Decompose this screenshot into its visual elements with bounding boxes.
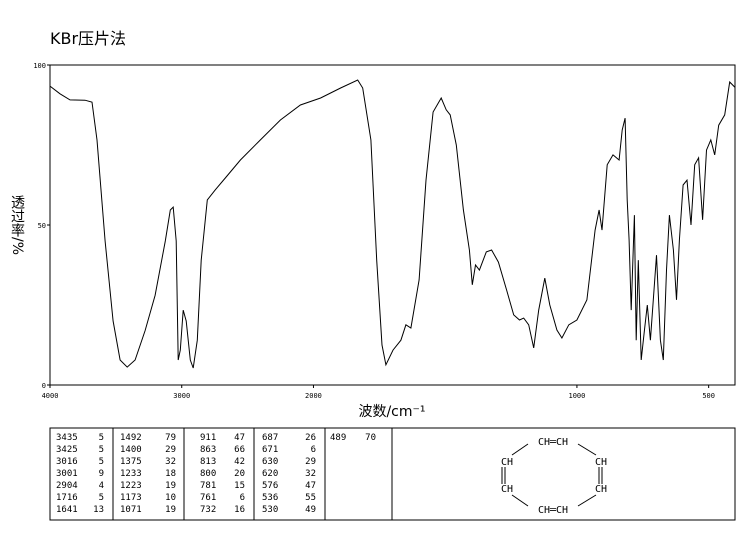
bond bbox=[577, 443, 597, 456]
peak-intensity: 20 bbox=[234, 469, 245, 479]
structure-label: CH bbox=[501, 457, 513, 468]
plot-frame bbox=[49, 64, 736, 386]
peak-wavenumber: 3016 bbox=[56, 457, 78, 467]
peak-wavenumber: 620 bbox=[262, 469, 278, 479]
peak-wavenumber: 800 bbox=[200, 469, 216, 479]
peak-wavenumber: 1492 bbox=[120, 433, 142, 443]
peak-intensity: 6 bbox=[240, 493, 245, 503]
peak-intensity: 10 bbox=[165, 493, 176, 503]
chart-title: KBr压片法 bbox=[50, 29, 126, 48]
peak-intensity: 19 bbox=[165, 505, 176, 515]
peak-intensity: 15 bbox=[234, 481, 245, 491]
structure-label: CH bbox=[595, 457, 607, 468]
table-dividers bbox=[112, 428, 393, 520]
peak-intensity: 5 bbox=[99, 493, 104, 503]
structure-label: CH═CH bbox=[538, 505, 568, 516]
peak-intensity: 47 bbox=[305, 481, 316, 491]
x-tick-label: 2000 bbox=[305, 392, 322, 400]
peak-wavenumber: 1641 bbox=[56, 505, 78, 515]
y-tick-label: 0 bbox=[42, 382, 46, 390]
peak-intensity: 5 bbox=[99, 445, 104, 455]
peak-wavenumber: 1233 bbox=[120, 469, 142, 479]
peak-intensity: 55 bbox=[305, 493, 316, 503]
peak-wavenumber: 761 bbox=[200, 493, 216, 503]
peak-intensity: 26 bbox=[305, 433, 316, 443]
peak-intensity: 29 bbox=[165, 445, 176, 455]
peak-wavenumber: 536 bbox=[262, 493, 278, 503]
x-axis-label: 波数/cm⁻¹ bbox=[358, 404, 425, 420]
peak-wavenumber: 687 bbox=[262, 433, 278, 443]
y-tick-label: 100 bbox=[33, 62, 46, 70]
peak-wavenumber: 530 bbox=[262, 505, 278, 515]
peak-intensity: 79 bbox=[165, 433, 176, 443]
peak-wavenumber: 863 bbox=[200, 445, 216, 455]
structure-bonds bbox=[501, 443, 603, 507]
peak-intensity: 32 bbox=[305, 469, 316, 479]
peak-wavenumber: 1223 bbox=[120, 481, 142, 491]
structure-label: CH bbox=[595, 484, 607, 495]
peak-wavenumber: 1716 bbox=[56, 493, 78, 503]
peak-intensity: 70 bbox=[365, 433, 376, 443]
peak-wavenumber: 2904 bbox=[56, 481, 78, 491]
peak-intensity: 42 bbox=[234, 457, 245, 467]
peak-wavenumber: 630 bbox=[262, 457, 278, 467]
x-tick-label: 3000 bbox=[173, 392, 190, 400]
bond bbox=[511, 443, 529, 456]
structure-label: CH═CH bbox=[538, 437, 568, 448]
peak-intensity: 18 bbox=[165, 469, 176, 479]
y-axis-label: 透过率/% bbox=[9, 195, 25, 255]
peak-intensity: 29 bbox=[305, 457, 316, 467]
x-tick-label: 4000 bbox=[42, 392, 59, 400]
peak-wavenumber: 3001 bbox=[56, 469, 78, 479]
peak-wavenumber: 3435 bbox=[56, 433, 78, 443]
peak-wavenumber: 781 bbox=[200, 481, 216, 491]
spectrum-line bbox=[49, 79, 736, 369]
peak-intensity: 13 bbox=[93, 505, 104, 515]
peak-intensity: 47 bbox=[234, 433, 245, 443]
peak-wavenumber: 489 bbox=[330, 433, 346, 443]
peak-wavenumber: 1071 bbox=[120, 505, 142, 515]
peak-intensity: 32 bbox=[165, 457, 176, 467]
peak-intensity: 5 bbox=[99, 457, 104, 467]
x-tick-label: 1000 bbox=[568, 392, 585, 400]
peak-wavenumber: 3425 bbox=[56, 445, 78, 455]
peak-wavenumber: 1173 bbox=[120, 493, 142, 503]
bond bbox=[511, 494, 529, 507]
peak-wavenumber: 1400 bbox=[120, 445, 142, 455]
peak-intensity: 4 bbox=[99, 481, 104, 491]
structure-label: CH bbox=[501, 484, 513, 495]
peak-intensity: 6 bbox=[311, 445, 316, 455]
peak-intensity: 66 bbox=[234, 445, 245, 455]
peak-intensity: 5 bbox=[99, 433, 104, 443]
y-tick-label: 50 bbox=[38, 222, 46, 230]
peak-wavenumber: 576 bbox=[262, 481, 278, 491]
x-tick-label: 500 bbox=[702, 392, 715, 400]
peak-wavenumber: 671 bbox=[262, 445, 278, 455]
peak-wavenumber: 1375 bbox=[120, 457, 142, 467]
bond bbox=[577, 494, 597, 507]
peak-wavenumber: 911 bbox=[200, 433, 216, 443]
peak-wavenumber: 732 bbox=[200, 505, 216, 515]
peak-intensity: 9 bbox=[99, 469, 104, 479]
peak-intensity: 49 bbox=[305, 505, 316, 515]
peak-intensity: 16 bbox=[234, 505, 245, 515]
peak-intensity: 19 bbox=[165, 481, 176, 491]
peak-wavenumber: 813 bbox=[200, 457, 216, 467]
